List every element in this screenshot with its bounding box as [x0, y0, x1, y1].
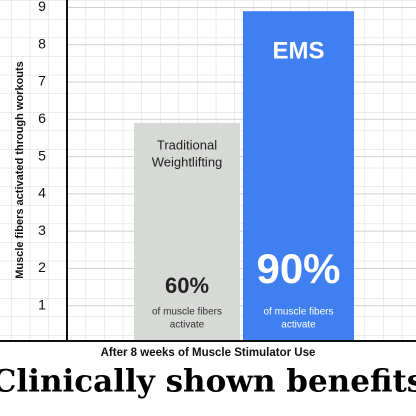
bar [243, 11, 354, 343]
subtitle: After 8 weeks of Muscle Stimulator Use [101, 347, 316, 359]
title: Clinically shown benefits [0, 364, 416, 400]
note: activate [170, 320, 205, 331]
y-tick-label: 6 [38, 110, 46, 126]
y-tick-label: 4 [38, 185, 46, 201]
note: of muscle fibers [263, 307, 333, 318]
y-tick-label: 9 [38, 0, 46, 14]
y-axis-label: Muscle fibers activated through workouts [14, 61, 26, 279]
bar [134, 123, 240, 343]
footer-background [0, 342, 416, 416]
highlight: 60% [165, 273, 209, 298]
note: of muscle fibers [152, 307, 222, 318]
y-tick-label: 7 [38, 73, 46, 89]
y-tick-label: 2 [38, 259, 46, 275]
y-tick-label: 1 [38, 296, 46, 312]
y-tick-label: 5 [38, 147, 46, 163]
y-tick-label: 3 [38, 222, 46, 238]
category-label: EMS [272, 37, 324, 64]
y-tick-label: 8 [38, 35, 46, 51]
category-label: Traditional [157, 137, 217, 152]
note: activate [281, 320, 316, 331]
category-label: Weightlifting [152, 154, 223, 169]
highlight: 90% [256, 245, 340, 292]
